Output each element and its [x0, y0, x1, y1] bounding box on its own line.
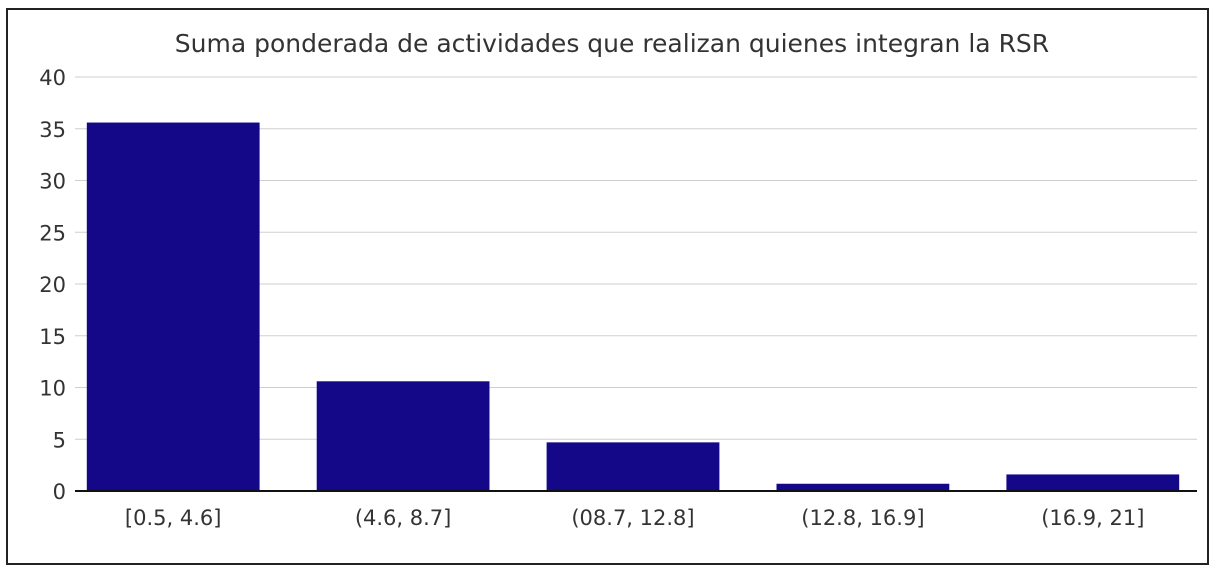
x-tick-label: (16.9, 21] [1041, 506, 1144, 530]
y-tick-label: 40 [39, 66, 66, 90]
bar [316, 381, 490, 491]
bar [86, 122, 260, 491]
y-tick-label: 15 [39, 325, 66, 349]
y-tick-label: 5 [53, 428, 66, 452]
gridlines [75, 76, 1197, 440]
x-axis: [0.5, 4.6] (4.6, 8.7] (08.7, 12.8] (12.8, 1… [75, 490, 1197, 530]
y-tick-label: 20 [39, 273, 66, 297]
bar [1006, 474, 1180, 491]
y-tick-label: 35 [39, 118, 66, 142]
chart-title: Suma ponderada de actividades que realiz… [175, 29, 1049, 58]
x-tick-label: (08.7, 12.8] [571, 506, 694, 530]
bar [776, 483, 950, 491]
y-tick-label: 25 [39, 221, 66, 245]
bar [546, 442, 720, 491]
x-tick-label: [0.5, 4.6] [125, 506, 222, 530]
x-tick-label: (12.8, 16.9] [801, 506, 924, 530]
bars [86, 122, 1180, 491]
y-tick-label: 0 [53, 480, 66, 504]
y-tick-label: 10 [39, 377, 66, 401]
y-axis: 0 5 10 15 20 25 30 35 40 [39, 66, 66, 504]
x-tick-label: (4.6, 8.7] [355, 506, 452, 530]
y-tick-label: 30 [39, 170, 66, 194]
